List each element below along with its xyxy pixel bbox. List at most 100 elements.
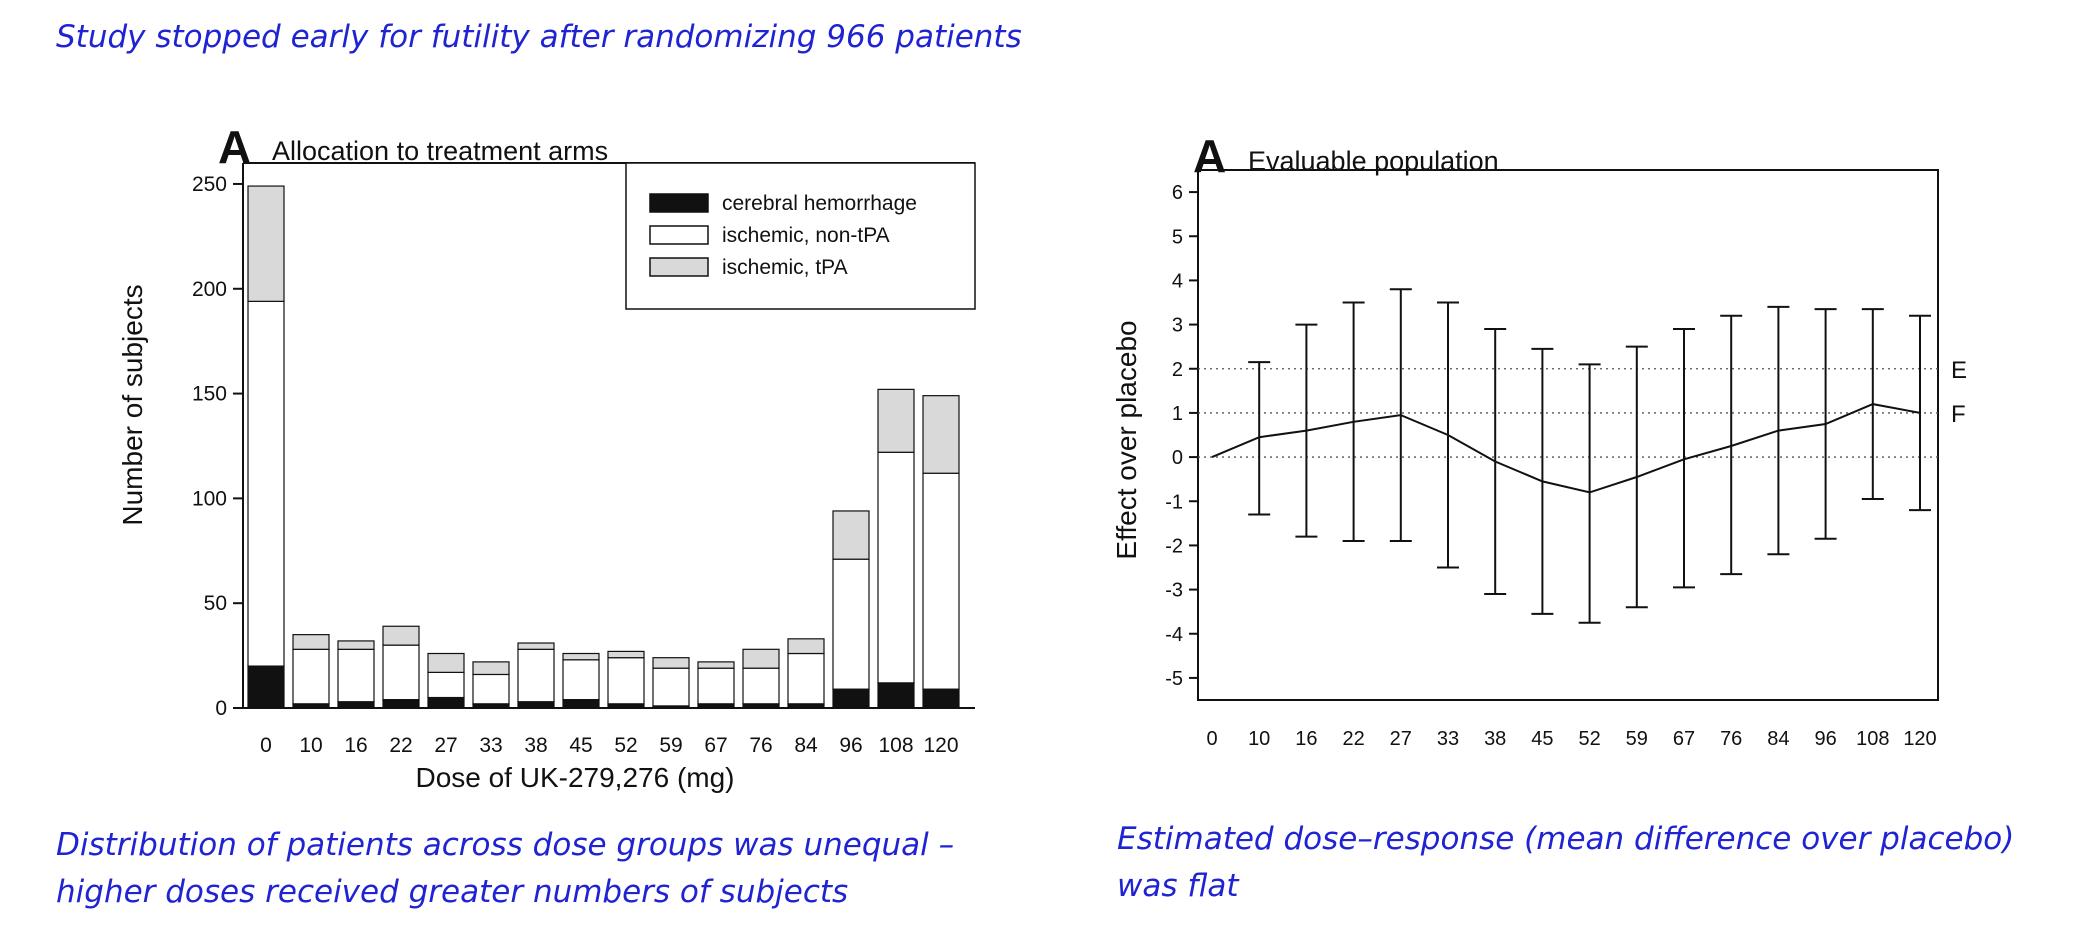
bar-segment-tpa [472, 661, 510, 676]
line-x-tick-label: 10 [1248, 728, 1270, 750]
left-caption-line-1: Distribution of patients across dose gro… [56, 827, 955, 863]
bar-x-tick-label: 38 [524, 734, 547, 757]
bar-y-tick-label: 100 [192, 487, 227, 510]
legend-label-hemorrhage: cerebral hemorrhage [722, 192, 917, 215]
bar-x-tick-label: 52 [614, 734, 637, 757]
bar-segment-non-tpa [472, 673, 510, 705]
line-x-tick-label: 76 [1720, 728, 1742, 750]
line-x-tick-label: 67 [1673, 728, 1695, 750]
line-x-tick-label: 33 [1437, 728, 1459, 750]
right-caption: Estimated dose–response (mean difference… [1117, 816, 2014, 910]
line-y-tick-label: -2 [1165, 535, 1183, 557]
bar-y-tick-label: 150 [192, 383, 227, 406]
right-caption-line-1: Estimated dose–response (mean difference… [1117, 821, 2015, 857]
bar-segment-non-tpa [292, 648, 330, 705]
line-y-tick-label: -1 [1165, 491, 1183, 513]
bar-segment-non-tpa [652, 667, 690, 707]
bar-segment-tpa [607, 650, 645, 659]
bar-x-tick-label: 108 [878, 734, 913, 757]
line-chart-title: Evaluable population [1248, 146, 1499, 176]
legend-swatch-tpa [649, 257, 709, 277]
line-y-axis-label: Effect over placebo [1111, 320, 1142, 559]
bar-segment-tpa [337, 640, 375, 650]
reference-line-label: E [1951, 357, 1967, 384]
bar-segment-hemorrhage [832, 688, 870, 709]
bar-segment-non-tpa [337, 648, 375, 703]
bar-x-tick-label: 10 [299, 734, 322, 757]
bar-segment-non-tpa [427, 671, 465, 699]
bar-segment-non-tpa [517, 648, 555, 703]
line-y-tick-label: -3 [1165, 580, 1183, 602]
line-x-tick-label: 27 [1390, 728, 1412, 750]
bar-segment-tpa [562, 652, 600, 661]
legend-swatch-hemorrhage [649, 193, 709, 213]
bar-segment-tpa [382, 625, 420, 646]
bar-segment-hemorrhage [247, 665, 285, 709]
line-y-tick-label: 1 [1172, 403, 1183, 425]
reference-line-label: F [1951, 401, 1966, 428]
bar-x-tick-label: 45 [569, 734, 592, 757]
bar-panel-letter: A [218, 121, 251, 173]
bar-plot-frame [242, 163, 975, 709]
line-x-tick-label: 22 [1342, 728, 1364, 750]
bar-x-tick-label: 33 [479, 734, 502, 757]
bar-segment-tpa [877, 388, 915, 453]
line-y-tick-label: 4 [1172, 270, 1183, 292]
bar-x-tick-label: 67 [704, 734, 727, 757]
dose-response-chart: A Evaluable population FE -5-4-3-2-10123… [1111, 130, 1967, 750]
bar-x-tick-label: 22 [389, 734, 412, 757]
bar-segment-non-tpa [877, 451, 915, 684]
line-x-tick-label: 45 [1531, 728, 1553, 750]
line-x-tick-label: 59 [1626, 728, 1648, 750]
bar-segment-non-tpa [922, 472, 960, 690]
line-y-tick-label: 6 [1172, 182, 1183, 204]
line-y-tick-label: 3 [1172, 315, 1183, 337]
bar-segment-hemorrhage [382, 699, 420, 709]
line-y-axis-ticks: -5 -4 -3 -2 -1 0 1 2 3 4 5 6 [1165, 182, 1198, 690]
line-plot-frame [1197, 169, 1939, 701]
right-caption-line-2: was flat [1117, 868, 1239, 904]
bar-segment-tpa [427, 652, 465, 673]
legend-swatch-non-tpa [649, 225, 709, 245]
bar-segment-non-tpa [787, 652, 825, 705]
line-x-tick-label: 120 [1903, 728, 1936, 750]
line-x-tick-label: 16 [1295, 728, 1317, 750]
bar-segment-tpa [247, 185, 285, 302]
bar-segment-hemorrhage [877, 682, 915, 709]
bar-y-axis-label: Number of subjects [117, 284, 148, 525]
bar-x-tick-label: 120 [923, 734, 958, 757]
line-x-axis-ticks: 0 10 16 22 27 33 38 45 52 59 67 76 84 96 108 120 [1206, 728, 1936, 750]
bar-segment-non-tpa [562, 659, 600, 701]
bar-x-tick-label: 27 [434, 734, 457, 757]
bar-y-tick-label: 50 [204, 592, 227, 615]
bar-segment-tpa [517, 642, 555, 650]
bar-chart-title: Allocation to treatment arms [272, 136, 608, 166]
bar-segment-tpa [697, 661, 735, 669]
line-y-tick-label: 5 [1172, 226, 1183, 248]
line-x-tick-label: 0 [1206, 728, 1217, 750]
bar-segment-tpa [832, 510, 870, 560]
bar-legend: cerebral hemorrhage ischemic, non-tPA is… [625, 162, 976, 310]
bar-x-axis-ticks: 0 10 16 22 27 33 38 45 52 59 67 76 84 96 108 120 [260, 734, 958, 757]
bar-x-tick-label: 16 [344, 734, 367, 757]
bar-y-axis-ticks: 0 50 100 150 200 250 [192, 173, 243, 720]
bar-y-tick-label: 200 [192, 278, 227, 301]
bar-y-tick-label: 250 [192, 173, 227, 196]
legend-label-non-tpa: ischemic, non-tPA [722, 224, 890, 247]
line-x-tick-label: 84 [1767, 728, 1789, 750]
bar-segment-non-tpa [247, 300, 285, 667]
reference-lines: FE [1198, 357, 1967, 458]
line-x-tick-label: 96 [1814, 728, 1836, 750]
left-caption-line-2: higher doses received greater numbers of… [56, 874, 849, 910]
line-y-tick-label: -4 [1165, 624, 1183, 646]
bar-x-axis-label: Dose of UK-279,276 (mg) [415, 762, 734, 793]
bar-segment-non-tpa [382, 644, 420, 701]
bar-x-tick-label: 76 [749, 734, 772, 757]
bar-segment-non-tpa [697, 667, 735, 705]
line-x-tick-label: 52 [1578, 728, 1600, 750]
bar-x-tick-label: 84 [794, 734, 818, 757]
line-y-tick-label: -5 [1165, 668, 1183, 690]
line-x-tick-label: 108 [1856, 728, 1889, 750]
bar-segment-tpa [922, 395, 960, 474]
